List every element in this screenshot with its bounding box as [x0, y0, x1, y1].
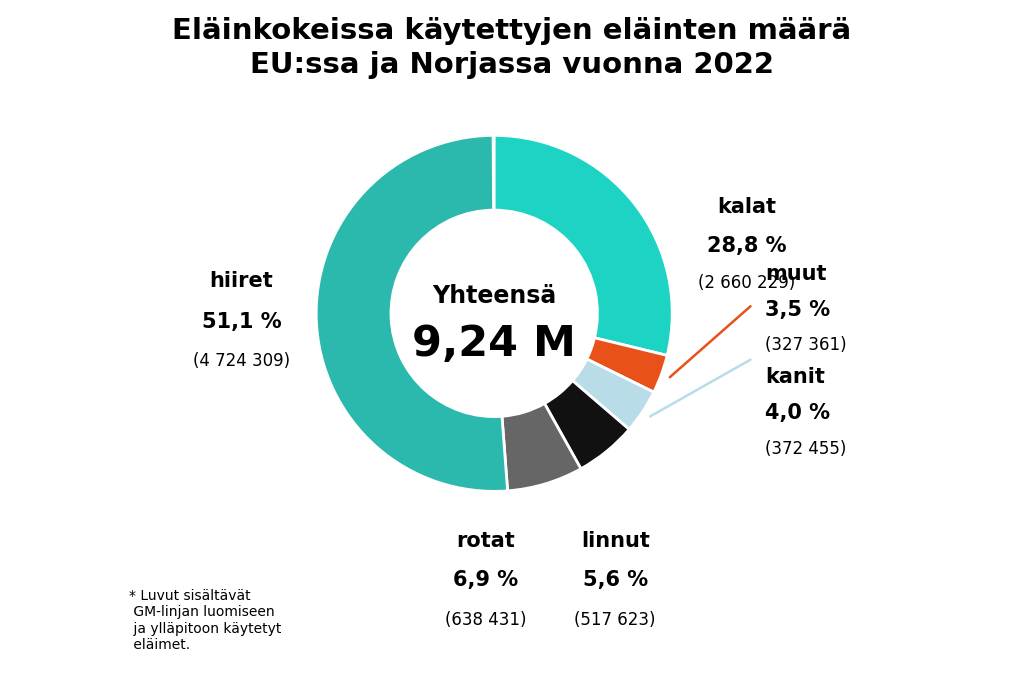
Text: 9,24 M: 9,24 M: [413, 322, 577, 365]
Text: (638 431): (638 431): [444, 611, 526, 628]
Text: muut: muut: [765, 264, 826, 284]
Wedge shape: [502, 404, 581, 491]
Text: (2 660 229): (2 660 229): [698, 274, 796, 292]
Text: (372 455): (372 455): [765, 440, 846, 458]
Wedge shape: [495, 135, 672, 355]
Text: kanit: kanit: [765, 367, 824, 387]
Text: 6,9 %: 6,9 %: [453, 570, 518, 590]
Text: (4 724 309): (4 724 309): [193, 352, 290, 370]
Wedge shape: [316, 135, 508, 491]
Text: 3,5 %: 3,5 %: [765, 300, 829, 320]
Text: 4,0 %: 4,0 %: [765, 403, 829, 423]
Text: rotat: rotat: [456, 531, 515, 551]
Text: EU:ssa ja Norjassa vuonna 2022: EU:ssa ja Norjassa vuonna 2022: [250, 51, 774, 79]
Text: (327 361): (327 361): [765, 337, 847, 354]
Text: Eläinkokeissa käytettyjen eläinten määrä: Eläinkokeissa käytettyjen eläinten määrä: [172, 17, 852, 44]
Text: kalat: kalat: [718, 197, 776, 217]
Text: (517 623): (517 623): [574, 611, 656, 628]
Wedge shape: [572, 359, 653, 430]
Text: Yhteensä: Yhteensä: [432, 283, 556, 307]
Text: * Luvut sisältävät
 GM-linjan luomiseen
 ja ylläpitoon käytetyt
 eläimet.: * Luvut sisältävät GM-linjan luomiseen j…: [129, 589, 282, 652]
Text: hiiret: hiiret: [210, 271, 273, 292]
Text: 51,1 %: 51,1 %: [202, 312, 282, 332]
Wedge shape: [587, 338, 668, 392]
Wedge shape: [545, 380, 629, 469]
Text: 28,8 %: 28,8 %: [708, 236, 786, 255]
Text: 5,6 %: 5,6 %: [583, 570, 648, 590]
Text: linnut: linnut: [581, 531, 649, 551]
